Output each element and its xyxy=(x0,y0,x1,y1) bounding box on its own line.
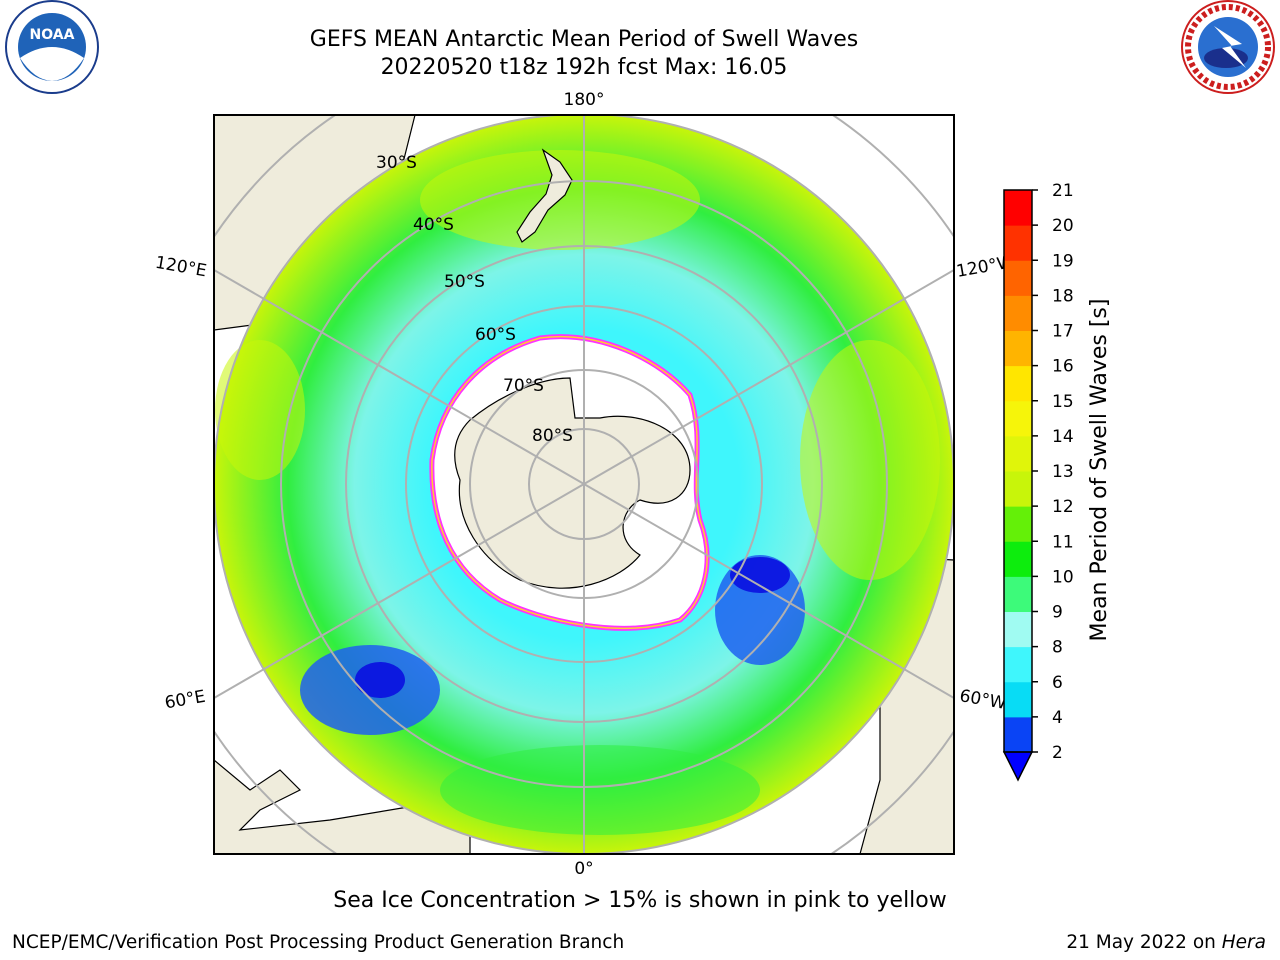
colorbar-segment xyxy=(1004,681,1032,718)
lat-label-60s: 60°S xyxy=(475,325,516,345)
colorbar-segment xyxy=(1004,506,1032,542)
colorbar-label: Mean Period of Swell Waves [s] xyxy=(1087,299,1112,642)
colorbar-tick-label: 6 xyxy=(1052,673,1063,693)
colorbar-segment xyxy=(1004,541,1032,577)
colorbar-segment xyxy=(1004,576,1032,612)
colorbar-segment xyxy=(1004,365,1032,402)
lat-label-80s: 80°S xyxy=(532,426,573,446)
colorbar-tick-label: 14 xyxy=(1052,427,1074,447)
colorbar-tick-label: 19 xyxy=(1052,251,1074,271)
colorbar-segment xyxy=(1004,295,1032,331)
colorbar-tick-label: 21 xyxy=(1052,181,1074,201)
colorbar-segment xyxy=(1004,471,1032,507)
lon-label-0: 0° xyxy=(574,859,593,879)
colorbar-segment xyxy=(1004,646,1032,683)
lon-label-60e: 60°E xyxy=(163,687,207,714)
run-date-text: 21 May 2022 on xyxy=(1066,932,1222,953)
colorbar-tick-label: 11 xyxy=(1052,532,1074,552)
new-zealand-land xyxy=(516,148,573,243)
colorbar-tick-label: 18 xyxy=(1052,286,1074,306)
colorbar-tick-label: 17 xyxy=(1052,322,1074,342)
lon-label-180: 180° xyxy=(564,90,605,110)
colorbar-tick-label: 13 xyxy=(1052,462,1074,482)
noaa-logo: NOAA xyxy=(5,0,99,94)
colorbar-tick-label: 20 xyxy=(1052,216,1074,236)
lon-label-120e: 120°E xyxy=(154,253,208,282)
lat-label-30s: 30°S xyxy=(376,153,417,173)
colorbar-segment xyxy=(1004,435,1032,472)
graticule xyxy=(214,115,954,854)
colorbar-tick-label: 10 xyxy=(1052,567,1074,587)
colorbar-segment xyxy=(1004,330,1032,367)
map-plot xyxy=(214,115,954,854)
map-border xyxy=(213,114,955,855)
colorbar-segment xyxy=(1004,716,1032,753)
lat-label-70s: 70°S xyxy=(503,376,544,396)
colorbar-tick-label: 2 xyxy=(1052,743,1063,763)
lat-label-50s: 50°S xyxy=(444,272,485,292)
colorbar-segment xyxy=(1004,260,1032,296)
nws-logo xyxy=(1181,0,1275,94)
lat-label-40s: 40°S xyxy=(413,215,454,235)
antarctica-land xyxy=(454,377,691,589)
colorbar-segment xyxy=(1004,190,1032,226)
colorbar-tick-label: 15 xyxy=(1052,392,1074,412)
sea-ice-note: Sea Ice Concentration > 15% is shown in … xyxy=(333,888,947,913)
producer-credit: NCEP/EMC/Verification Post Processing Pr… xyxy=(12,932,625,953)
chart-subtitle: 20220520 t18z 192h fcst Max: 16.05 xyxy=(380,55,788,80)
machine-name: Hera xyxy=(1221,932,1266,953)
colorbar-segment xyxy=(1004,611,1032,648)
noaa-logo-text: NOAA xyxy=(30,27,75,43)
colorbar-extend-arrow xyxy=(1002,751,1034,782)
colorbar-tick-label: 8 xyxy=(1052,638,1063,658)
colorbar-tick-label: 9 xyxy=(1052,603,1063,623)
run-date: 21 May 2022 on Hera xyxy=(1066,932,1266,953)
chart-title: GEFS MEAN Antarctic Mean Period of Swell… xyxy=(309,27,859,52)
colorbar-segment xyxy=(1004,225,1032,261)
lon-label-60w: 60°W xyxy=(958,686,1008,714)
colorbar-segment xyxy=(1004,400,1032,437)
colorbar-tick-label: 16 xyxy=(1052,357,1074,377)
colorbar-tick-label: 4 xyxy=(1052,708,1063,728)
colorbar: 2 4 6 8 9 10 11 12 13 14 15 16 17 18 19 20 21 xyxy=(1002,181,1074,782)
colorbar-tick-label: 12 xyxy=(1052,497,1074,517)
